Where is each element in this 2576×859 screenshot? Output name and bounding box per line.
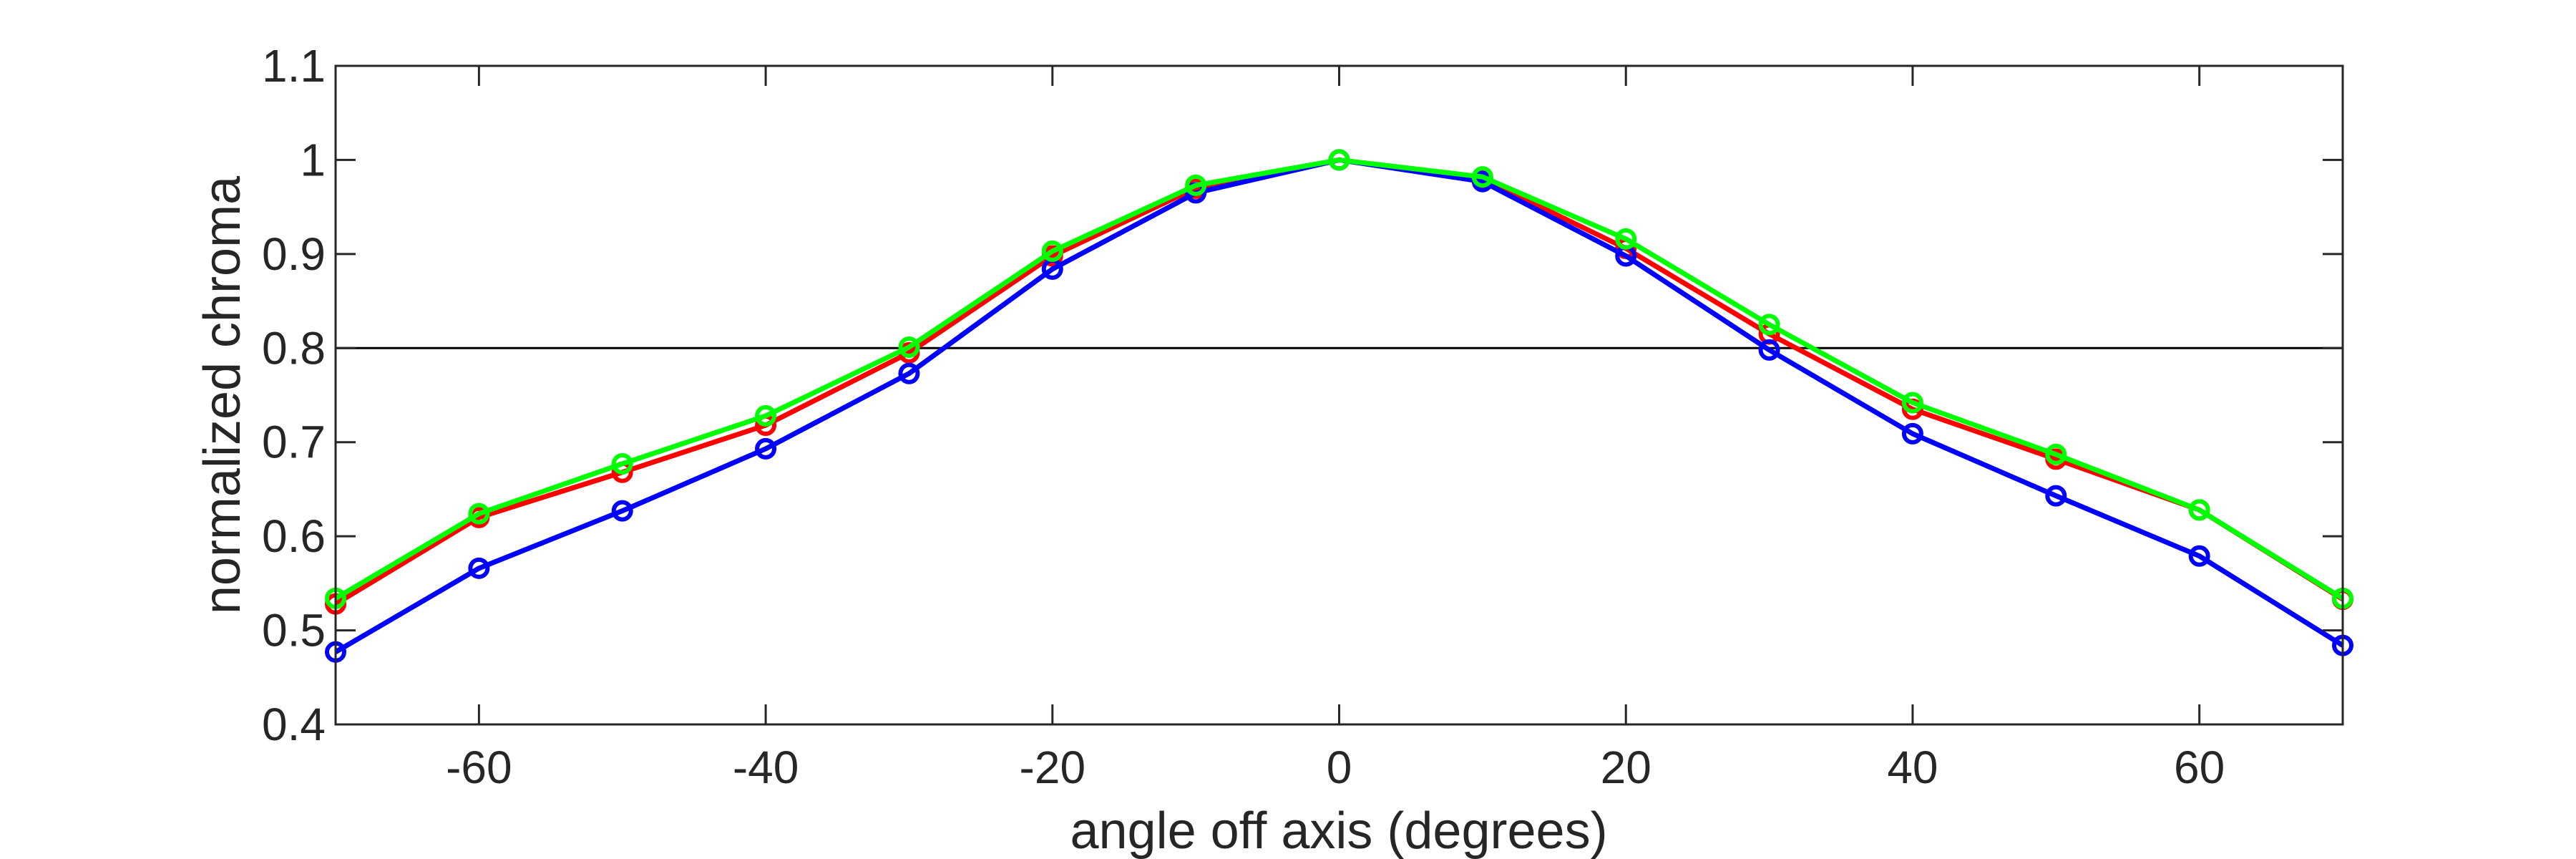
x-tick-label: -40 bbox=[733, 742, 799, 793]
data-point bbox=[2188, 545, 2210, 567]
data-point bbox=[1185, 174, 1207, 196]
y-tick-label: 1.1 bbox=[262, 40, 326, 92]
y-axis-label: normalized chroma bbox=[194, 175, 251, 614]
plot-area bbox=[336, 66, 2343, 724]
data-point bbox=[1901, 422, 1923, 445]
data-point bbox=[468, 503, 490, 525]
data-point bbox=[1328, 149, 1350, 171]
x-tick-label: -60 bbox=[446, 742, 512, 793]
tick-layer: -60 -40 -20 0 20 40 60 0.4 0.5 0.6 0.7 0.8 0.9 1 1.1 bbox=[262, 40, 2343, 793]
data-point bbox=[2045, 485, 2067, 507]
data-point bbox=[2045, 443, 2067, 465]
data-point bbox=[611, 452, 633, 475]
data-point bbox=[1471, 166, 1493, 188]
y-tick-label: 0.4 bbox=[262, 699, 326, 750]
x-tick-label: 60 bbox=[2174, 742, 2225, 793]
data-point bbox=[898, 336, 920, 358]
series-layer bbox=[325, 149, 2353, 663]
data-point bbox=[611, 500, 633, 522]
x-tick-label: -20 bbox=[1020, 742, 1086, 793]
x-tick-label: 0 bbox=[1327, 742, 1352, 793]
data-point bbox=[468, 557, 490, 579]
data-point bbox=[1041, 240, 1063, 262]
x-tick-label: 40 bbox=[1887, 742, 1938, 793]
data-point bbox=[755, 437, 777, 460]
y-tick-label: 0.6 bbox=[262, 510, 326, 562]
data-point bbox=[1615, 228, 1637, 250]
x-tick-label: 20 bbox=[1601, 742, 1652, 793]
data-point bbox=[755, 404, 777, 427]
data-point bbox=[1901, 392, 1923, 414]
data-point bbox=[898, 362, 920, 384]
y-tick-label: 0.7 bbox=[262, 417, 326, 468]
data-point bbox=[1758, 339, 1780, 361]
y-tick-label: 0.8 bbox=[262, 322, 326, 374]
data-point bbox=[2188, 499, 2210, 521]
y-tick-label: 1 bbox=[300, 134, 326, 185]
y-tick-label: 0.5 bbox=[262, 605, 326, 656]
data-point bbox=[1758, 314, 1780, 336]
y-tick-label: 0.9 bbox=[262, 228, 326, 280]
series-line bbox=[334, 157, 2344, 601]
x-axis-label: angle off axis (degrees) bbox=[1070, 802, 1607, 859]
